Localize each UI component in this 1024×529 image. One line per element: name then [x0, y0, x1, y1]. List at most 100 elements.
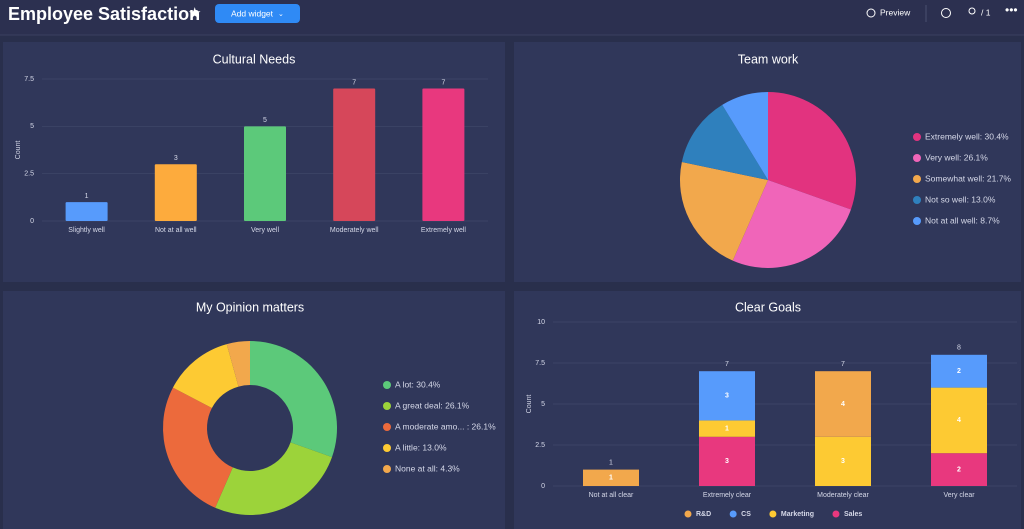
legend-label: Extremely well: 30.4% — [925, 131, 1009, 141]
legend-label: Not so well: 13.0% — [925, 194, 996, 204]
legend-swatch — [769, 510, 777, 518]
members-icon[interactable] — [968, 7, 976, 15]
chart-title: My Opinion matters — [196, 300, 304, 314]
slice — [722, 92, 768, 180]
legend-label: Not at all well: 8.7% — [925, 215, 1000, 225]
x-tick-label: Very clear — [943, 492, 975, 499]
legend-swatch — [684, 510, 692, 518]
y-tick-label: 2.5 — [24, 171, 34, 178]
preview-label[interactable]: Preview — [880, 7, 911, 17]
bar-segment — [699, 371, 755, 421]
segment-label: 3 — [725, 393, 729, 400]
legend-label: A moderate amo... : 26.1% — [395, 421, 496, 431]
legend-swatch — [913, 133, 921, 141]
legend-swatch — [383, 381, 391, 389]
chart-title: Team work — [738, 52, 799, 66]
legend-swatch — [913, 175, 921, 183]
segment-label: 4 — [957, 417, 961, 424]
legend-label: A lot: 30.4% — [395, 379, 441, 389]
slice — [680, 162, 768, 261]
bar — [244, 126, 286, 221]
chat-icon[interactable] — [941, 8, 951, 18]
slice — [250, 341, 338, 458]
segment-label: 1 — [725, 425, 729, 432]
value-label: 1 — [85, 193, 89, 200]
add-widget-label[interactable]: Add widget — [231, 8, 274, 18]
dropdown-icon[interactable]: ⌄ — [278, 11, 284, 18]
legend-label: None at all: 4.3% — [395, 463, 460, 473]
bar-segment — [815, 436, 871, 486]
x-tick-label: Not at all clear — [589, 492, 634, 499]
slice — [226, 341, 250, 387]
legend-label: CS — [741, 511, 751, 518]
segment-label: 1 — [609, 475, 613, 482]
segment-label: 3 — [725, 458, 729, 465]
segment-label: 3 — [841, 458, 845, 465]
legend-swatch — [913, 154, 921, 162]
x-tick-label: Moderately well — [330, 227, 379, 234]
y-tick-label: 5 — [541, 401, 545, 408]
slice — [162, 387, 233, 508]
bar-segment — [815, 371, 871, 437]
star-icon[interactable]: ★ — [188, 5, 201, 22]
y-tick-label: 7.5 — [24, 76, 34, 83]
legend-label: Somewhat well: 21.7% — [925, 173, 1011, 183]
slice — [732, 180, 851, 268]
header-bar — [0, 0, 1024, 35]
slice — [172, 344, 239, 409]
legend-label: Marketing — [781, 511, 814, 518]
preview-icon[interactable] — [866, 8, 876, 18]
y-tick-label: 7.5 — [535, 360, 545, 367]
y-tick-label: 2.5 — [535, 442, 545, 449]
x-tick-label: Not at all well — [155, 227, 197, 234]
slice — [681, 104, 768, 180]
legend-label: Very well: 26.1% — [925, 152, 988, 162]
bar — [65, 202, 108, 221]
value-label: 5 — [263, 117, 267, 124]
x-tick-label: Very well — [251, 227, 279, 234]
legend-swatch — [913, 196, 921, 204]
segment-label: 2 — [957, 466, 961, 473]
x-tick-label: Moderately clear — [817, 492, 869, 499]
more-menu[interactable]: ••• — [1005, 3, 1018, 17]
bar-segment — [931, 354, 987, 388]
y-tick-label: 0 — [541, 483, 545, 490]
bar — [422, 88, 465, 221]
bar-segment — [583, 469, 639, 486]
board-title: Employee Satisfaction — [8, 4, 200, 24]
legend-label: A great deal: 26.1% — [395, 400, 470, 410]
bar — [333, 88, 376, 221]
legend-label: R&D — [696, 511, 711, 518]
total-label: 8 — [957, 345, 961, 352]
y-tick-label: 10 — [537, 319, 545, 326]
slice — [215, 442, 332, 515]
value-label: 3 — [174, 155, 178, 162]
members-count[interactable]: / 1 — [981, 7, 991, 17]
y-axis-label: Count — [15, 141, 22, 160]
legend-label: A little: 13.0% — [395, 442, 447, 452]
legend-swatch — [832, 510, 840, 518]
legend-swatch — [729, 510, 737, 518]
legend-swatch — [383, 423, 391, 431]
y-axis-label: Count — [526, 395, 533, 414]
x-tick-label: Slightly well — [68, 227, 105, 234]
slice — [768, 92, 856, 210]
bar-segment — [699, 436, 755, 486]
segment-label: 2 — [957, 368, 961, 375]
bar-segment — [931, 453, 987, 486]
legend-swatch — [383, 444, 391, 452]
segment-label: 4 — [841, 401, 845, 408]
x-tick-label: Extremely clear — [703, 492, 752, 499]
bar-segment — [699, 420, 755, 437]
x-tick-label: Extremely well — [421, 227, 467, 234]
legend-label: Sales — [844, 511, 862, 518]
bar — [154, 164, 197, 221]
add-widget-button[interactable] — [215, 4, 300, 23]
y-tick-label: 5 — [30, 123, 34, 130]
bar-segment — [931, 387, 987, 454]
chart-title: Clear Goals — [735, 300, 801, 314]
value-label: 7 — [352, 79, 356, 86]
chart-title: Cultural Needs — [213, 52, 296, 66]
